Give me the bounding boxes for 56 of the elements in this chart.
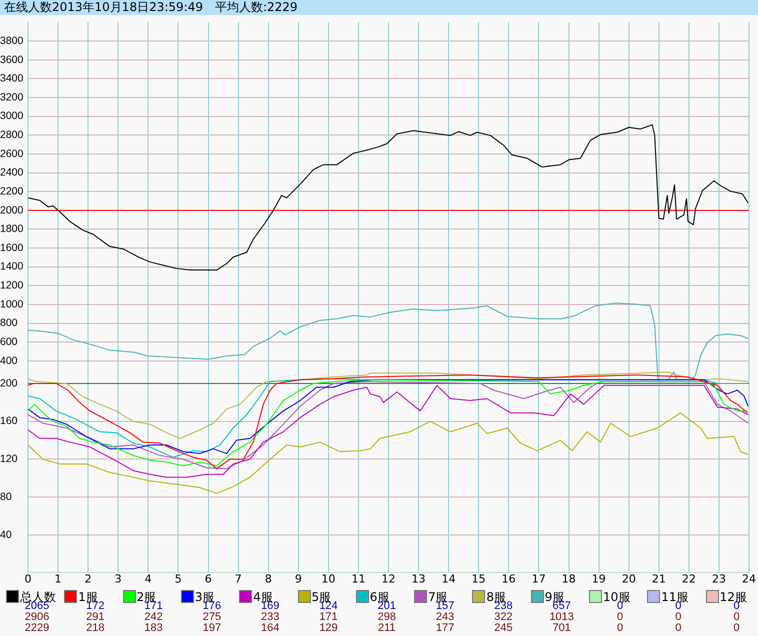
x-tick-label: 23 bbox=[712, 572, 726, 586]
x-tick-label: 15 bbox=[472, 572, 486, 586]
y-tick-label: 40 bbox=[0, 528, 12, 541]
y-tick-label: 400 bbox=[0, 354, 18, 367]
x-tick-label: 24 bbox=[742, 572, 756, 586]
x-tick-label: 20 bbox=[622, 572, 636, 586]
x-tick-label: 18 bbox=[562, 572, 576, 586]
x-tick-label: 16 bbox=[502, 572, 516, 586]
x-tick-label: 6 bbox=[204, 572, 212, 586]
y-tick-label: 3600 bbox=[0, 54, 24, 66]
x-tick-label: 2 bbox=[84, 572, 92, 586]
y-tick-label: 200 bbox=[0, 377, 18, 390]
x-tick-label: 9 bbox=[294, 572, 302, 586]
y-tick-label: 600 bbox=[0, 336, 18, 348]
x-tick-label: 3 bbox=[114, 572, 122, 586]
y-tick-label: 3200 bbox=[0, 91, 24, 104]
y-tick-label: 3000 bbox=[0, 110, 24, 122]
y-tick-label: 2400 bbox=[0, 166, 24, 179]
y-tick-label: 3800 bbox=[0, 35, 24, 47]
y-tick-label: 120 bbox=[0, 453, 18, 466]
chart-title: 在线人数2013年10月18日23:59:49 平均人数:2229 bbox=[0, 0, 758, 15]
y-tick-label: 2600 bbox=[0, 148, 24, 160]
y-tick-label: 80 bbox=[0, 490, 12, 503]
y-tick-label: 2200 bbox=[0, 185, 24, 198]
y-tick-label: 1200 bbox=[0, 280, 24, 292]
y-tick-label: 800 bbox=[0, 317, 18, 330]
y-tick-label: 1000 bbox=[0, 298, 24, 310]
x-tick-label: 22 bbox=[682, 572, 696, 586]
x-tick-label: 1 bbox=[54, 572, 62, 586]
y-tick-label: 160 bbox=[0, 415, 18, 428]
text: 2906 291 242 275 233 171 298 243 322 1013 0 0 0 bbox=[24, 611, 740, 623]
y-tick-label: 2800 bbox=[0, 129, 24, 142]
text: 2229 218 183 197 164 129 211 177 245 701 0 0 0 bbox=[24, 622, 740, 634]
legend-label: 8服 bbox=[486, 590, 506, 604]
legend-label: 5服 bbox=[312, 590, 332, 604]
x-tick-label: 5 bbox=[174, 572, 182, 586]
legend-label: 6服 bbox=[370, 590, 390, 604]
x-tick-label: 21 bbox=[652, 572, 666, 586]
legend-label: 4服 bbox=[253, 590, 273, 604]
x-tick-label: 17 bbox=[532, 572, 546, 586]
x-tick-label: 8 bbox=[264, 572, 272, 586]
y-tick-label: 3400 bbox=[0, 72, 24, 85]
x-tick-label: 19 bbox=[592, 572, 606, 586]
x-tick-label: 12 bbox=[382, 572, 396, 586]
y-tick-label: 2000 bbox=[0, 204, 24, 216]
x-tick-label: 4 bbox=[144, 572, 152, 586]
x-tick-label: 7 bbox=[234, 572, 242, 586]
y-tick-label: 1800 bbox=[0, 223, 24, 236]
x-tick-label: 13 bbox=[412, 572, 426, 586]
y-tick-label: 1600 bbox=[0, 242, 24, 254]
x-tick-label: 0 bbox=[24, 572, 32, 586]
x-tick-label: 11 bbox=[351, 572, 366, 586]
x-tick-label: 10 bbox=[321, 572, 336, 586]
y-tick-label: 1400 bbox=[0, 260, 24, 273]
x-tick-label: 14 bbox=[442, 572, 456, 586]
text: 9服 bbox=[544, 590, 564, 604]
